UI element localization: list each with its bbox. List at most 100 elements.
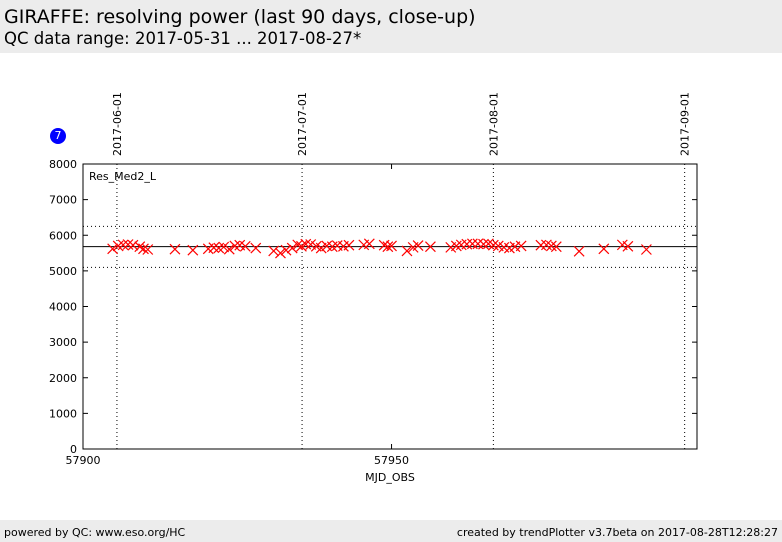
x-tick-label: 57900 <box>66 454 101 467</box>
data-point <box>223 243 235 255</box>
data-point-stroke <box>382 241 394 253</box>
data-point-stroke <box>401 245 413 257</box>
data-point <box>363 238 375 250</box>
data-point <box>286 242 298 254</box>
data-point-stroke <box>487 239 499 251</box>
data-point-stroke <box>142 244 154 255</box>
data-point <box>250 242 262 254</box>
axis-ticks: 0 1000 2000 3000 4000 5000 6000 7000 8000 57900 57… <box>49 158 697 467</box>
grid-layer: 2017-06-01 2017-07-01 2017-08-01 2017-09-01 <box>111 92 692 449</box>
data-point <box>401 245 413 257</box>
y-tick-label: 7000 <box>49 194 77 207</box>
footer-created-by: created by trendPlotter v3.7beta on 2017… <box>456 526 778 539</box>
data-point-stroke <box>169 243 181 255</box>
data-point <box>472 238 484 250</box>
y-tick-label: 2000 <box>49 372 77 385</box>
data-point-stroke <box>412 240 424 252</box>
data-point <box>386 240 397 252</box>
data-point <box>515 240 527 252</box>
data-point-stroke <box>466 238 478 250</box>
data-point-stroke <box>315 242 327 254</box>
data-point-stroke <box>598 243 610 255</box>
data-point <box>545 240 557 252</box>
data-point <box>461 238 473 250</box>
data-point <box>239 240 251 252</box>
y-tick-label: 3000 <box>49 336 77 349</box>
data-point-stroke <box>573 245 585 257</box>
data-point <box>598 243 610 255</box>
data-point <box>138 243 149 255</box>
y-tick-label: 0 <box>70 443 77 456</box>
data-point <box>478 238 489 250</box>
data-point-stroke <box>640 244 652 255</box>
data-point-stroke <box>541 239 552 251</box>
data-point <box>169 243 181 255</box>
data-point-stroke <box>138 243 149 255</box>
data-point <box>487 239 499 251</box>
data-point <box>107 243 119 255</box>
data-point-stroke <box>134 241 146 253</box>
y-tick-label: 4000 <box>49 301 77 314</box>
data-point <box>573 245 585 257</box>
data-point <box>275 247 286 259</box>
data-point <box>122 239 134 250</box>
data-point <box>343 239 355 251</box>
data-point <box>550 241 562 253</box>
data-point-stroke <box>622 240 634 252</box>
data-point-stroke <box>343 239 355 251</box>
y-tick-label: 6000 <box>49 229 77 242</box>
data-point <box>127 239 139 251</box>
data-point <box>142 244 154 255</box>
data-point <box>208 242 220 254</box>
data-point-stroke <box>268 245 280 257</box>
data-point-stroke <box>223 243 235 255</box>
data-point-stroke <box>218 241 230 253</box>
data-point-stroke <box>545 240 557 252</box>
data-point-stroke <box>300 238 312 250</box>
data-point-stroke <box>127 239 139 251</box>
data-point-stroke <box>117 239 129 251</box>
x-tick-label: 57950 <box>374 454 409 467</box>
data-point <box>218 241 230 253</box>
data-point-stroke <box>292 239 304 251</box>
data-point-stroke <box>275 247 286 259</box>
y-tick-label: 5000 <box>49 265 77 278</box>
data-point <box>382 241 394 253</box>
data-point-stroke <box>107 243 119 255</box>
footer-bar: powered by QC: www.eso.org/HC created by… <box>0 520 782 542</box>
x-axis-label: MJD_OBS <box>365 471 415 484</box>
data-point-stroke <box>122 239 134 250</box>
data-point-stroke <box>550 241 562 253</box>
data-point-stroke <box>250 242 262 254</box>
header-bar: GIRAFFE: resolving power (last 90 days, … <box>0 0 782 53</box>
data-point-stroke <box>498 241 510 253</box>
data-point-stroke <box>478 238 489 250</box>
data-point-stroke <box>187 244 199 256</box>
month-label: 2017-06-01 <box>111 92 124 156</box>
data-point <box>268 245 280 257</box>
data-point <box>315 242 327 254</box>
data-point-stroke <box>280 244 292 256</box>
data-points <box>107 238 652 259</box>
page-title: GIRAFFE: resolving power (last 90 days, … <box>4 6 476 28</box>
data-point <box>640 244 652 255</box>
month-label: 2017-08-01 <box>487 92 500 156</box>
data-point-stroke <box>234 239 246 251</box>
data-point-stroke <box>239 240 251 252</box>
data-point <box>300 238 312 250</box>
info-badge[interactable]: 7 <box>50 128 66 144</box>
data-point <box>424 241 436 253</box>
data-point <box>412 240 424 252</box>
page-subtitle: QC data range: 2017-05-31 ... 2017-08-27… <box>4 29 362 48</box>
data-point-stroke <box>331 240 343 252</box>
series-legend-label: Res_Med2_L <box>89 170 157 183</box>
data-point-stroke <box>483 238 494 250</box>
footer-powered-by: powered by QC: www.eso.org/HC <box>4 526 186 539</box>
data-point-stroke <box>321 240 333 252</box>
y-tick-label: 8000 <box>49 158 77 171</box>
data-point-stroke <box>229 240 241 252</box>
data-point-stroke <box>286 242 298 254</box>
data-point <box>280 244 292 256</box>
data-point-stroke <box>363 238 375 250</box>
data-point-stroke <box>310 240 322 252</box>
